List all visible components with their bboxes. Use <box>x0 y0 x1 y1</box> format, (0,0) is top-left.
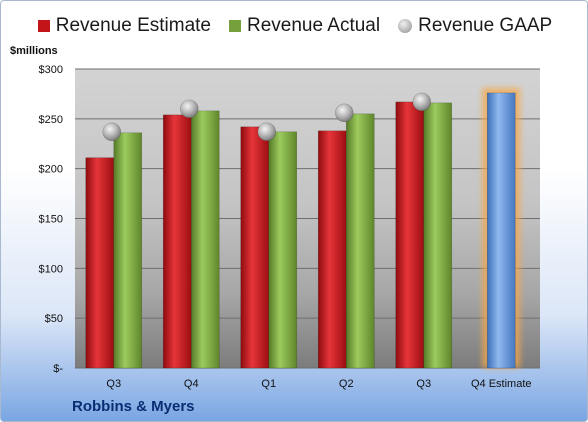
x-tick-label: Q2 <box>339 378 354 390</box>
y-tick-label: $300 <box>39 64 63 76</box>
legend-item-actual: Revenue Actual <box>229 15 380 37</box>
y-tick-label: $150 <box>39 214 63 226</box>
bar-revenue-actual <box>268 131 298 369</box>
bar-revenue-estimate <box>162 114 192 369</box>
legend-swatch-estimate <box>37 20 50 32</box>
y-tick-label: $100 <box>39 263 63 275</box>
gaap-marker <box>179 99 199 119</box>
bar-revenue-actual <box>345 113 375 369</box>
gaap-markers <box>102 92 432 142</box>
x-tick-label: Q3 <box>106 378 121 390</box>
chart-legend: Revenue Estimate Revenue Actual Revenue … <box>1 15 587 37</box>
legend-marker-gaap <box>398 19 413 33</box>
gaap-marker <box>102 122 122 142</box>
gaap-marker <box>334 103 354 123</box>
legend-label-actual: Revenue Actual <box>247 15 381 36</box>
legend-item-estimate: Revenue Estimate <box>37 15 211 37</box>
x-tick-label: Q1 <box>261 378 276 390</box>
x-tick-labels: Q3 Q4 Q1 Q2 Q3 Q4 Estimate <box>106 378 531 390</box>
bar-revenue-actual <box>423 102 453 369</box>
y-tick-label: $- <box>53 363 63 375</box>
legend-label-estimate: Revenue Estimate <box>55 15 211 36</box>
y-axis-unit-label: $millions <box>10 45 58 57</box>
gaap-marker <box>257 122 277 142</box>
x-tick-label: Q4 <box>184 378 199 390</box>
y-tick-label: $50 <box>45 313 63 325</box>
legend-item-gaap: Revenue GAAP <box>398 15 552 37</box>
legend-swatch-actual <box>229 20 241 32</box>
bar-revenue-estimate <box>240 126 270 369</box>
x-tick-label: Q3 <box>416 378 431 390</box>
legend-label-gaap: Revenue GAAP <box>418 15 553 36</box>
bar-revenue-actual <box>190 110 220 369</box>
y-tick-label: $200 <box>39 164 63 176</box>
y-tick-label: $250 <box>39 114 63 126</box>
bar-revenue-estimate <box>85 157 115 369</box>
grid-lines <box>75 68 540 369</box>
company-name: Robbins & Myers <box>72 398 195 415</box>
bar-revenue-estimate <box>317 130 347 369</box>
x-tick-label: Q4 Estimate <box>471 378 532 390</box>
bar-revenue-forecast <box>486 92 516 369</box>
bar-revenue-estimate <box>395 101 425 369</box>
gaap-marker <box>412 92 432 112</box>
bars <box>85 87 521 369</box>
bar-revenue-actual <box>113 132 143 369</box>
y-tick-labels: $- $50 $100 $150 $200 $250 $300 <box>39 64 64 375</box>
